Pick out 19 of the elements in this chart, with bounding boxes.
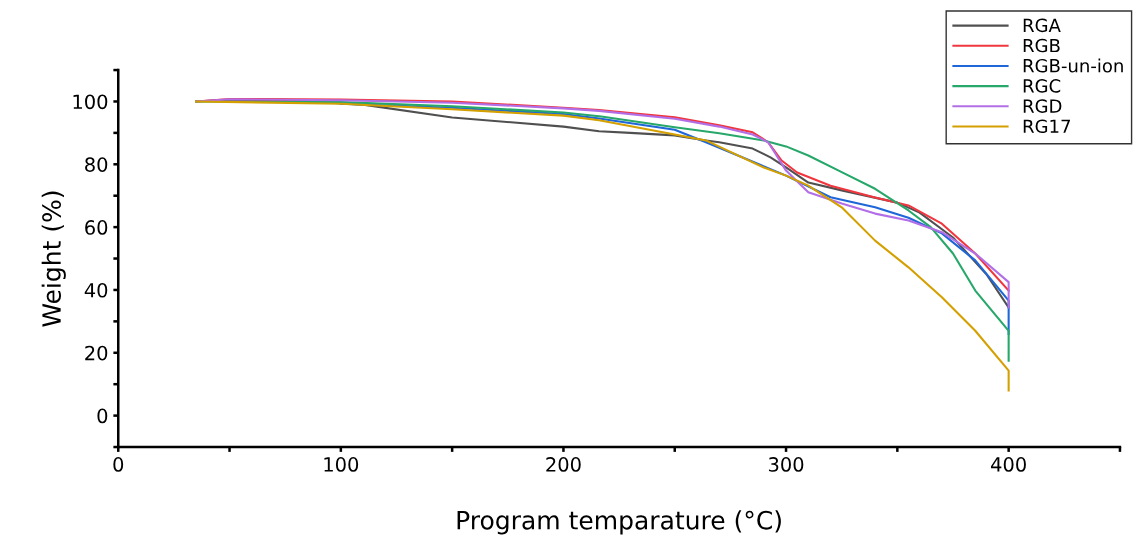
x-tick-label: 200 bbox=[546, 457, 581, 472]
x-tick-label: 100 bbox=[324, 457, 359, 472]
x-tick-label: 300 bbox=[768, 457, 804, 472]
y-tick-label: 60 bbox=[85, 220, 108, 235]
legend-label: RGA bbox=[1023, 18, 1061, 33]
legend-label: RGB-un-ion bbox=[1023, 58, 1123, 73]
y-tick-label: 100 bbox=[73, 94, 108, 110]
x-axis-title: Program temparature (°C) bbox=[457, 510, 781, 535]
y-tick-label: 20 bbox=[85, 345, 108, 361]
x-tick-label: 400 bbox=[991, 457, 1026, 472]
y-tick-label: 40 bbox=[84, 282, 108, 298]
x-tick-label: 0 bbox=[113, 457, 124, 472]
legend-label: RG17 bbox=[1023, 119, 1070, 134]
y-tick-label: 80 bbox=[85, 157, 108, 172]
legend-label: RGC bbox=[1023, 79, 1061, 93]
y-axis-title: Weight (%) bbox=[41, 191, 66, 327]
y-tick-label: 0 bbox=[97, 408, 108, 424]
legend-label: RGB bbox=[1023, 38, 1060, 53]
legend-label: RGD bbox=[1023, 99, 1062, 113]
